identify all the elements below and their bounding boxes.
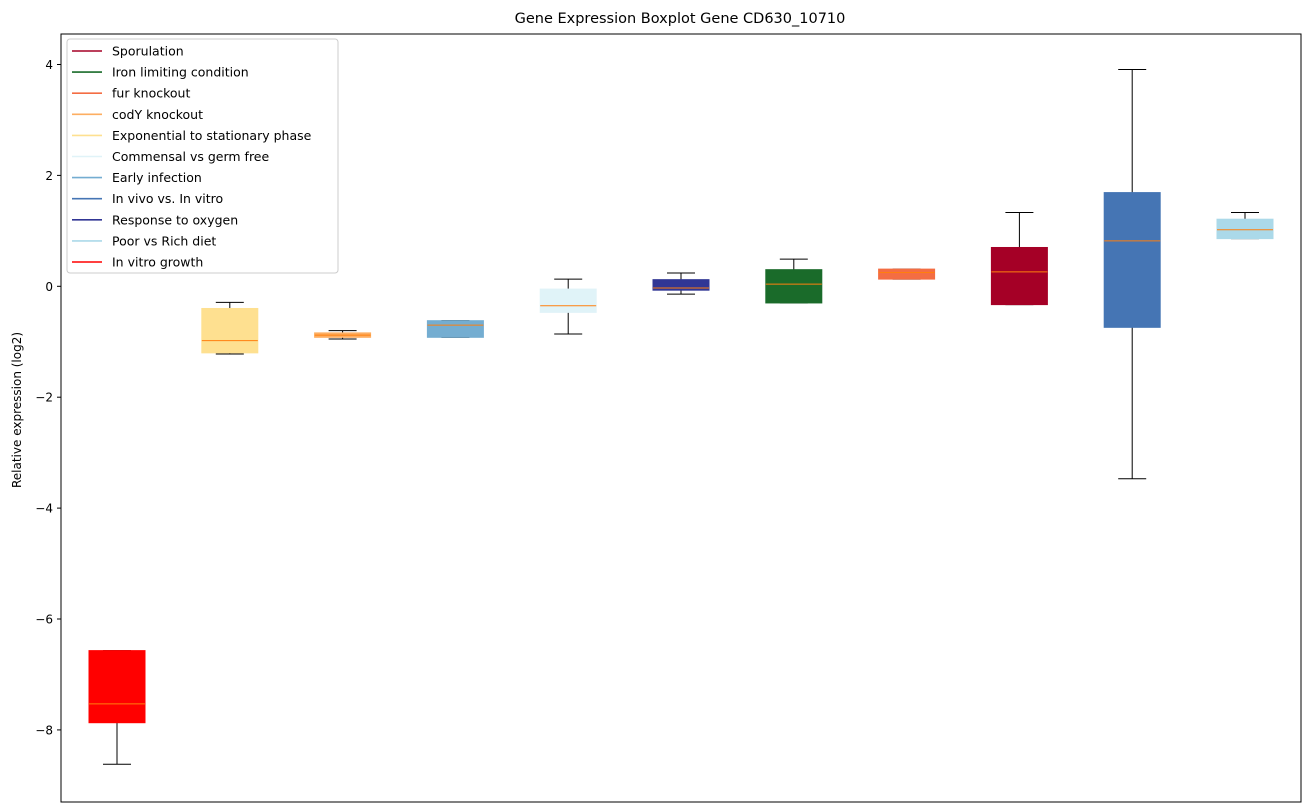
y-tick-label: 0	[45, 280, 53, 294]
y-tick-label: 4	[45, 58, 53, 72]
y-tick-label: 2	[45, 169, 53, 183]
box-group	[314, 330, 372, 340]
box	[539, 288, 597, 313]
box	[426, 320, 484, 338]
legend-label: Commensal vs germ free	[112, 149, 269, 164]
legend-box	[66, 38, 339, 274]
y-tick-label: −8	[35, 723, 53, 737]
legend-label: fur knockout	[112, 86, 190, 101]
box	[878, 268, 936, 280]
y-axis: −8 −6 −4 −2 0 2 4	[35, 58, 61, 737]
box	[990, 246, 1048, 306]
box-group	[990, 212, 1048, 306]
y-tick-label: −6	[35, 613, 53, 627]
box	[88, 650, 146, 724]
box-group	[201, 301, 259, 355]
box-group	[539, 278, 597, 335]
y-tick-label: −4	[35, 502, 53, 516]
box-group	[426, 320, 484, 338]
box-group	[765, 258, 823, 304]
legend-label: Early infection	[112, 170, 202, 185]
box-group	[1216, 212, 1274, 240]
legend-label: Exponential to stationary phase	[112, 128, 312, 143]
box-group	[652, 272, 710, 295]
y-axis-label: Relative expression (log2)	[10, 332, 24, 488]
legend-label: In vitro growth	[112, 255, 203, 270]
legend-label: Response to oxygen	[112, 212, 238, 227]
box	[652, 279, 710, 291]
box	[765, 269, 823, 304]
legend-label: Poor vs Rich diet	[112, 233, 216, 248]
box-group	[88, 650, 146, 765]
box-group	[878, 268, 936, 280]
legend: Sporulation Iron limiting condition fur kn…	[66, 38, 339, 274]
box-group	[1103, 68, 1161, 480]
legend-label: codY knockout	[112, 107, 203, 122]
y-tick-label: −2	[35, 391, 53, 405]
legend-label: Iron limiting condition	[112, 65, 249, 80]
legend-label: In vivo vs. In vitro	[112, 191, 223, 206]
box	[1103, 192, 1161, 328]
chart-title: Gene Expression Boxplot Gene CD630_10710	[515, 11, 846, 27]
box	[1216, 218, 1274, 240]
legend-label: Sporulation	[112, 44, 184, 59]
plot-area	[88, 68, 1274, 765]
box	[201, 307, 259, 354]
plot-frame	[60, 33, 1302, 803]
